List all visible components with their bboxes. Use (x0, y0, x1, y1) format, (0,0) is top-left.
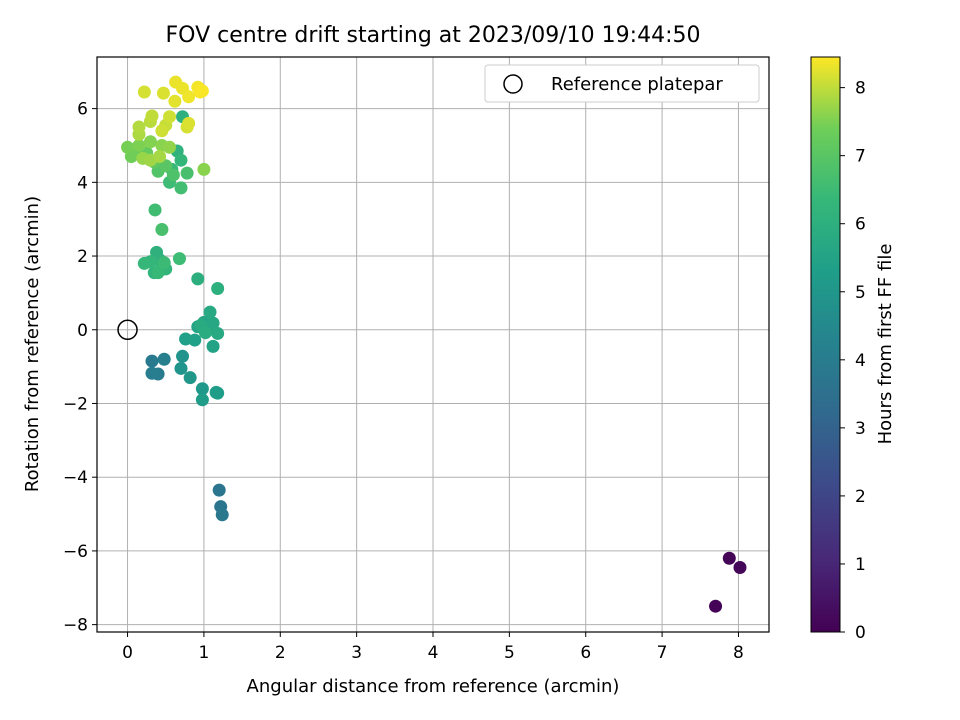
grid (97, 57, 769, 632)
data-point (159, 159, 173, 173)
y-tick-label: 4 (77, 173, 88, 193)
data-point (197, 162, 211, 176)
x-ticks: 0 1 2 3 4 5 6 7 8 (122, 632, 744, 663)
colorbar-tick-label: 3 (855, 419, 866, 439)
data-point (157, 256, 171, 270)
data-point (211, 281, 225, 295)
data-point (153, 150, 167, 164)
data-point (121, 140, 135, 154)
data-point (722, 551, 736, 565)
data-point (195, 393, 209, 407)
colorbar-tick-label: 7 (855, 147, 866, 167)
x-tick-label: 7 (657, 643, 668, 663)
data-point (215, 508, 229, 522)
x-tick-label: 5 (504, 643, 515, 663)
data-point (151, 266, 165, 280)
x-tick-label: 1 (198, 643, 209, 663)
x-tick-label: 3 (351, 643, 362, 663)
y-tick-label: −4 (63, 468, 88, 488)
chart-title: FOV centre drift starting at 2023/09/10 … (166, 23, 701, 48)
data-point (145, 354, 159, 368)
data-point (206, 339, 220, 353)
colorbar-tick-label: 5 (855, 283, 866, 303)
data-point (182, 90, 196, 104)
data-point (163, 110, 177, 124)
y-tick-label: 6 (77, 100, 88, 120)
plot-area: 0 1 2 3 4 5 6 7 8 −8 −6 −4 −2 0 2 4 6 (63, 56, 770, 663)
data-point (156, 86, 170, 100)
y-tick-label: 2 (77, 247, 88, 267)
colorbar-gradient (810, 56, 841, 633)
colorbar: 0 1 2 3 4 5 6 7 8 Hours from first FF file (810, 56, 896, 643)
data-point (195, 382, 209, 396)
data-point (157, 352, 171, 366)
data-point (132, 120, 146, 134)
data-point (212, 483, 226, 497)
y-tick-label: −6 (63, 542, 88, 562)
x-tick-label: 2 (275, 643, 286, 663)
data-point (206, 316, 220, 330)
y-ticks: −8 −6 −4 −2 0 2 4 6 (63, 100, 97, 636)
legend: Reference platepar (484, 64, 760, 103)
x-tick-label: 6 (580, 643, 591, 663)
x-axis-label: Angular distance from reference (arcmin) (247, 676, 620, 697)
data-point (211, 326, 225, 340)
data-point (166, 168, 180, 182)
legend-marker-reference (503, 74, 523, 94)
legend-label-reference: Reference platepar (551, 74, 723, 95)
data-point (137, 85, 151, 99)
data-point (198, 326, 212, 340)
data-point (172, 252, 186, 266)
colorbar-tick-label: 2 (855, 487, 866, 507)
y-tick-label: 0 (77, 321, 88, 341)
data-point (137, 256, 151, 270)
reference-platepar-marker (117, 319, 138, 341)
data-point (180, 166, 194, 180)
colorbar-tick-label: 4 (855, 351, 866, 371)
data-point (145, 366, 159, 380)
x-tick-label: 4 (428, 643, 439, 663)
data-point (168, 94, 182, 108)
colorbar-tick-label: 8 (855, 79, 866, 99)
data-point (709, 599, 723, 613)
colorbar-label: Hours from first FF file (875, 244, 896, 445)
data-point (145, 109, 159, 123)
y-tick-label: −8 (63, 616, 88, 636)
y-tick-label: −2 (63, 394, 88, 414)
data-point (183, 371, 197, 385)
colorbar-tick-label: 6 (855, 215, 866, 235)
y-axis-label: Rotation from reference (arcmin) (22, 196, 43, 492)
data-point (209, 385, 223, 399)
legend-box (484, 64, 760, 103)
x-tick-label: 0 (122, 643, 133, 663)
data-point (203, 305, 217, 319)
data-point (155, 223, 169, 236)
data-point (174, 181, 188, 195)
data-point (195, 84, 209, 98)
data-point (148, 203, 162, 217)
data-point (733, 560, 747, 574)
data-point (191, 272, 205, 286)
data-point (174, 361, 188, 375)
data-point (155, 124, 169, 138)
data-point (182, 116, 196, 130)
x-tick-label: 8 (733, 643, 744, 663)
scatter-points (117, 75, 747, 613)
data-point (176, 349, 190, 363)
data-point (174, 153, 188, 167)
colorbar-ticks: 0 1 2 3 4 5 6 7 8 (840, 79, 866, 643)
data-point (132, 138, 146, 152)
data-point (143, 135, 157, 149)
colorbar-tick-label: 0 (855, 623, 866, 643)
colorbar-tick-label: 1 (855, 555, 866, 575)
data-point (188, 333, 202, 347)
data-point (163, 140, 177, 154)
